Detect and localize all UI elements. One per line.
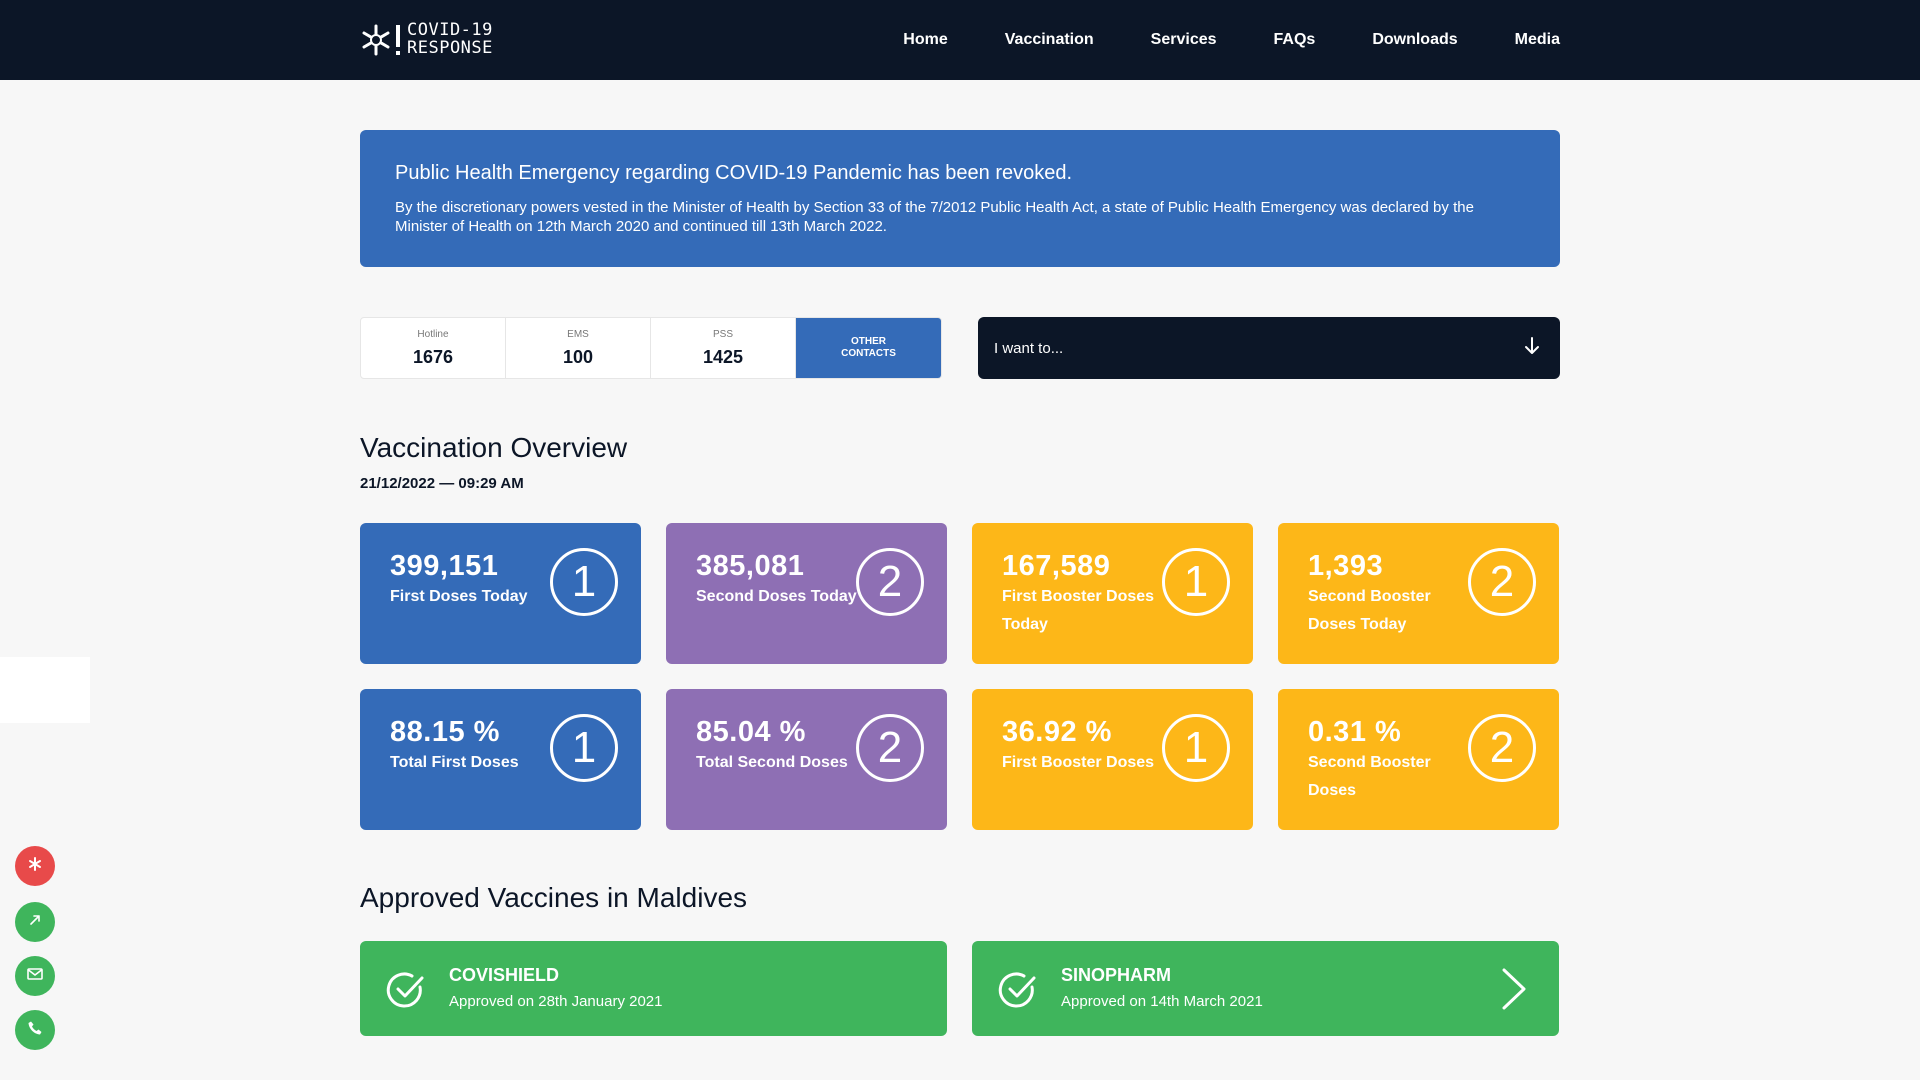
vaccine-name: COVISHIELD xyxy=(449,965,560,985)
alert-title: Public Health Emergency regarding COVID-… xyxy=(395,162,1073,184)
stat-value: 399,151 xyxy=(390,550,499,582)
stat-value: 1,393 xyxy=(1308,550,1384,582)
stat-label: Total Second Doses xyxy=(696,754,848,771)
stat-card-second-doses-today: 385,081 Second Doses Today 2 xyxy=(666,523,947,664)
phone-icon xyxy=(27,1020,43,1041)
stat-value: 0.31 % xyxy=(1308,716,1402,748)
stat-label: Second Booster Doses xyxy=(1308,754,1431,799)
vaccine-card-covishield[interactable]: COVISHIELD Approved on 28th January 2021 xyxy=(360,941,947,1036)
share-button[interactable] xyxy=(15,902,55,942)
alert-body: By the discretionary powers vested in th… xyxy=(395,199,1474,235)
stat-value: 167,589 xyxy=(1002,550,1111,582)
dose-number-badge: 2 xyxy=(1468,548,1536,616)
dose-number-badge: 1 xyxy=(550,714,618,782)
i-want-to-dropdown[interactable]: I want to... xyxy=(978,317,1560,379)
vaccination-overview-title: Vaccination Overview xyxy=(360,432,628,463)
vaccine-card-sinopharm[interactable]: SINOPHARM Approved on 14th March 2021 xyxy=(972,941,1559,1036)
dropdown-label: I want to... xyxy=(994,339,1064,357)
stat-card-first-doses-today: 399,151 First Doses Today 1 xyxy=(360,523,641,664)
logo-line2: RESPONSE xyxy=(407,38,493,58)
other-contacts-line2: CONTACTS xyxy=(841,348,896,359)
stat-card-second-booster-today: 1,393 Second Booster Doses Today 2 xyxy=(1278,523,1559,664)
overview-timestamp: 21/12/2022 — 09:29 AM xyxy=(360,475,524,492)
stat-label: Total First Doses xyxy=(390,754,519,771)
nav-home[interactable]: Home xyxy=(903,31,948,48)
dose-number-badge: 2 xyxy=(856,548,924,616)
side-blank-panel xyxy=(0,657,90,723)
covid-logo-icon xyxy=(360,19,404,59)
vaccine-approval-date: Approved on 28th January 2021 xyxy=(449,993,663,1010)
approved-vaccines-title: Approved Vaccines in Maldives xyxy=(360,882,748,913)
check-circle-icon xyxy=(386,970,426,1015)
site-header: COVID-19 RESPONSE Home Vaccination Servi… xyxy=(0,0,1920,80)
contact-label: EMS xyxy=(567,329,589,340)
contact-number: 100 xyxy=(562,347,594,367)
contacts-bar: Hotline 1676 EMS 100 PSS 1425 OTHER CONT… xyxy=(360,317,942,379)
nav-vaccination[interactable]: Vaccination xyxy=(1004,31,1094,48)
contact-label: Hotline xyxy=(417,329,449,340)
contact-number: 1676 xyxy=(412,347,454,367)
nav-media[interactable]: Media xyxy=(1514,31,1560,48)
stat-card-first-booster-today: 167,589 First Booster Doses Today 1 xyxy=(972,523,1253,664)
nav-downloads[interactable]: Downloads xyxy=(1372,31,1458,48)
dose-number-badge: 2 xyxy=(1468,714,1536,782)
logo-text: COVID-19 RESPONSE xyxy=(407,21,493,57)
contact-hotline[interactable]: Hotline 1676 xyxy=(361,318,506,378)
dose-number-badge: 1 xyxy=(550,548,618,616)
stat-label: Second Booster Doses Today xyxy=(1308,588,1431,633)
phone-button[interactable] xyxy=(15,1010,55,1050)
nav-services[interactable]: Services xyxy=(1150,31,1217,48)
dose-number-badge: 1 xyxy=(1162,714,1230,782)
stat-card-total-first-doses: 88.15 % Total First Doses 1 xyxy=(360,689,641,830)
stat-label: First Booster Doses xyxy=(1002,754,1155,771)
contact-number: 1425 xyxy=(702,347,744,367)
stat-card-second-booster-doses: 0.31 % Second Booster Doses 2 xyxy=(1278,689,1559,830)
mail-icon xyxy=(27,967,43,985)
stat-value: 385,081 xyxy=(696,550,805,582)
stat-card-total-second-doses: 85.04 % Total Second Doses 2 xyxy=(666,689,947,830)
stat-value: 36.92 % xyxy=(1002,716,1112,748)
emergency-alert-banner: Public Health Emergency regarding COVID-… xyxy=(360,130,1560,267)
contact-ems[interactable]: EMS 100 xyxy=(506,318,651,378)
share-icon xyxy=(28,913,42,932)
vaccine-name: SINOPHARM xyxy=(1061,965,1172,985)
stat-value: 88.15 % xyxy=(390,716,500,748)
stat-label: First Doses Today xyxy=(390,588,528,605)
contact-pss[interactable]: PSS 1425 xyxy=(651,318,796,378)
stat-label: First Booster Doses Today xyxy=(1002,588,1155,633)
email-button[interactable] xyxy=(15,956,55,996)
covid-icon xyxy=(27,856,43,877)
stat-label: Second Doses Today xyxy=(696,588,857,605)
main-nav: Home Vaccination Services FAQs Downloads… xyxy=(846,0,1560,80)
nav-faqs[interactable]: FAQs xyxy=(1273,31,1316,48)
other-contacts-button[interactable]: OTHER CONTACTS xyxy=(796,318,941,378)
contact-label: PSS xyxy=(712,329,733,340)
logo-line1: COVID-19 xyxy=(407,20,493,40)
check-circle-icon xyxy=(998,970,1038,1015)
dose-number-badge: 2 xyxy=(856,714,924,782)
chevron-right-icon[interactable] xyxy=(1501,967,1527,1016)
other-contacts-line1: OTHER xyxy=(851,336,886,347)
site-logo[interactable]: COVID-19 RESPONSE xyxy=(360,19,493,59)
stat-value: 85.04 % xyxy=(696,716,806,748)
vaccine-approval-date: Approved on 14th March 2021 xyxy=(1061,993,1263,1010)
stat-card-first-booster-doses: 36.92 % First Booster Doses 1 xyxy=(972,689,1253,830)
dose-number-badge: 1 xyxy=(1162,548,1230,616)
arrow-down-icon xyxy=(1524,336,1540,360)
covid-info-button[interactable] xyxy=(15,846,55,886)
